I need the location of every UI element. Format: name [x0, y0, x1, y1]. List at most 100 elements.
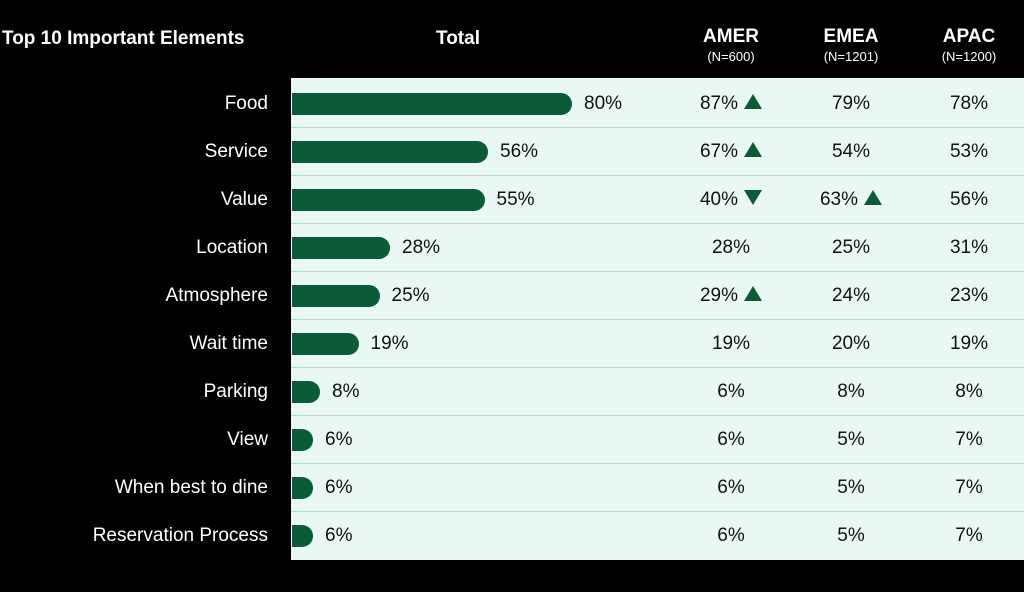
amer-cell: 6% — [676, 464, 786, 512]
table-row: Atmosphere 25% 29% 24% 23% — [0, 272, 1024, 320]
emea-cell: 79% — [796, 80, 906, 128]
apac-cell: 53% — [914, 128, 1024, 176]
category-label: Wait time — [189, 333, 268, 354]
table-row: Value 55% 40% 63% 56% — [0, 176, 1024, 224]
apac-value: 19% — [949, 333, 989, 354]
emea-cell: 54% — [796, 128, 906, 176]
amer-cell: 87% — [676, 80, 786, 128]
triangle-down-icon — [744, 190, 763, 206]
amer-value: 6% — [717, 525, 745, 546]
amer-sample-size: (N=600) — [707, 49, 755, 64]
triangle-up-icon — [744, 142, 763, 158]
apac-value: 7% — [955, 525, 983, 546]
amer-cell: 6% — [676, 512, 786, 560]
row-divider — [291, 271, 1024, 272]
triangle-up-icon — [744, 286, 763, 302]
emea-cell: 5% — [796, 512, 906, 560]
row-divider — [291, 463, 1024, 464]
emea-value: 25% — [831, 237, 871, 258]
row-divider — [291, 223, 1024, 224]
amer-value: 19% — [711, 333, 751, 354]
apac-column-header: APAC (N=1200) — [914, 26, 1024, 64]
table-row: Reservation Process 6% 6% 5% 7% — [0, 512, 1024, 560]
emea-value: 24% — [831, 285, 871, 306]
emea-cell: 24% — [796, 272, 906, 320]
amer-value: 40% — [699, 189, 739, 210]
table-row: Food 80% 87% 79% 78% — [0, 80, 1024, 128]
emea-value: 79% — [831, 93, 871, 114]
emea-value: 5% — [837, 477, 865, 498]
apac-header-label: APAC — [942, 26, 996, 47]
amer-cell: 28% — [676, 224, 786, 272]
amer-cell: 67% — [676, 128, 786, 176]
category-label: Reservation Process — [92, 525, 268, 546]
apac-cell: 7% — [914, 416, 1024, 464]
table-row: View 6% 6% 5% 7% — [0, 416, 1024, 464]
total-bar — [292, 93, 572, 115]
apac-cell: 23% — [914, 272, 1024, 320]
category-label: Parking — [203, 381, 268, 402]
total-value-label: 28% — [402, 237, 441, 258]
amer-value: 87% — [699, 93, 739, 114]
apac-value: 56% — [949, 189, 989, 210]
row-divider — [291, 127, 1024, 128]
category-label: Atmosphere — [165, 285, 268, 306]
emea-value: 5% — [837, 429, 865, 450]
total-value-label: 8% — [332, 381, 360, 402]
apac-cell: 78% — [914, 80, 1024, 128]
emea-cell: 8% — [796, 368, 906, 416]
triangle-up-icon — [744, 94, 763, 110]
row-divider — [291, 367, 1024, 368]
apac-value: 23% — [949, 285, 989, 306]
total-bar — [292, 525, 313, 547]
amer-value: 6% — [717, 381, 745, 402]
apac-value: 31% — [949, 237, 989, 258]
total-value-label: 56% — [500, 141, 539, 162]
total-column-header: Total — [436, 28, 480, 49]
total-bar — [292, 141, 488, 163]
amer-value: 67% — [699, 141, 739, 162]
amer-header-label: AMER — [703, 26, 759, 47]
table-row: Service 56% 67% 54% 53% — [0, 128, 1024, 176]
row-divider — [291, 511, 1024, 512]
row-divider — [291, 175, 1024, 176]
emea-cell: 5% — [796, 464, 906, 512]
amer-column-header: AMER (N=600) — [676, 26, 786, 64]
category-label: Location — [196, 237, 268, 258]
category-label: Service — [204, 141, 268, 162]
apac-value: 7% — [955, 477, 983, 498]
emea-cell: 20% — [796, 320, 906, 368]
total-bar — [292, 189, 485, 211]
emea-value: 20% — [831, 333, 871, 354]
apac-value: 53% — [949, 141, 989, 162]
amer-cell: 40% — [676, 176, 786, 224]
total-bar — [292, 429, 313, 451]
chart-title: Top 10 Important Elements — [2, 28, 245, 49]
total-value-label: 6% — [325, 525, 353, 546]
amer-value: 6% — [717, 429, 745, 450]
amer-cell: 29% — [676, 272, 786, 320]
table-row: Location 28% 28% 25% 31% — [0, 224, 1024, 272]
emea-sample-size: (N=1201) — [823, 49, 879, 64]
total-value-label: 6% — [325, 429, 353, 450]
table-row: When best to dine 6% 6% 5% 7% — [0, 464, 1024, 512]
amer-cell: 6% — [676, 368, 786, 416]
emea-value: 8% — [837, 381, 865, 402]
triangle-up-icon — [864, 190, 883, 206]
table-row: Wait time 19% 19% 20% 19% — [0, 320, 1024, 368]
total-value-label: 19% — [370, 333, 409, 354]
total-bar — [292, 285, 380, 307]
amer-value: 6% — [717, 477, 745, 498]
row-divider — [291, 319, 1024, 320]
total-bar — [292, 381, 320, 403]
emea-value: 5% — [837, 525, 865, 546]
row-divider — [291, 415, 1024, 416]
emea-cell: 63% — [796, 176, 906, 224]
category-label: Food — [224, 93, 268, 114]
emea-cell: 25% — [796, 224, 906, 272]
apac-value: 8% — [955, 381, 983, 402]
apac-sample-size: (N=1200) — [941, 49, 997, 64]
apac-cell: 7% — [914, 512, 1024, 560]
total-bar — [292, 477, 313, 499]
total-value-label: 80% — [584, 93, 623, 114]
